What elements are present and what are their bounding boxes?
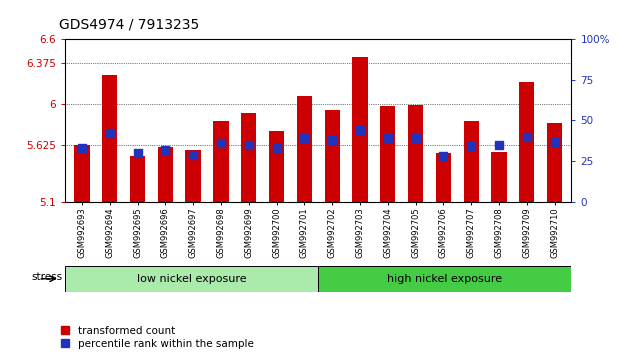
Bar bbox=[130, 156, 145, 202]
Bar bbox=[75, 145, 89, 202]
Point bbox=[105, 131, 115, 136]
Point bbox=[160, 147, 170, 153]
Bar bbox=[325, 109, 340, 202]
Point bbox=[327, 137, 337, 143]
Bar bbox=[269, 131, 284, 202]
Point bbox=[410, 136, 420, 141]
Bar bbox=[408, 105, 424, 202]
Legend: transformed count, percentile rank within the sample: transformed count, percentile rank withi… bbox=[61, 326, 253, 349]
Bar bbox=[463, 121, 479, 202]
Text: low nickel exposure: low nickel exposure bbox=[137, 274, 247, 284]
Point bbox=[188, 152, 198, 158]
Point bbox=[244, 142, 254, 148]
Point bbox=[494, 142, 504, 148]
Bar bbox=[436, 153, 451, 202]
Text: GDS4974 / 7913235: GDS4974 / 7913235 bbox=[59, 18, 199, 32]
Bar bbox=[241, 113, 256, 202]
Bar bbox=[318, 266, 571, 292]
Point bbox=[550, 139, 560, 144]
Point bbox=[299, 136, 309, 141]
Bar bbox=[352, 57, 368, 202]
Bar bbox=[297, 97, 312, 202]
Bar bbox=[491, 152, 507, 202]
Point bbox=[522, 134, 532, 139]
Bar bbox=[102, 75, 117, 202]
Bar bbox=[519, 82, 535, 202]
Point bbox=[438, 153, 448, 159]
Bar bbox=[213, 121, 229, 202]
Text: high nickel exposure: high nickel exposure bbox=[388, 274, 502, 284]
Bar bbox=[547, 122, 562, 202]
Bar bbox=[380, 106, 396, 202]
Text: stress: stress bbox=[31, 272, 62, 282]
Bar bbox=[158, 148, 173, 202]
Point bbox=[466, 144, 476, 149]
Point bbox=[132, 150, 142, 156]
Bar bbox=[65, 266, 318, 292]
Point bbox=[77, 145, 87, 151]
Point bbox=[271, 145, 281, 151]
Point bbox=[216, 140, 226, 146]
Point bbox=[383, 136, 392, 141]
Point bbox=[355, 127, 365, 133]
Bar bbox=[186, 150, 201, 202]
